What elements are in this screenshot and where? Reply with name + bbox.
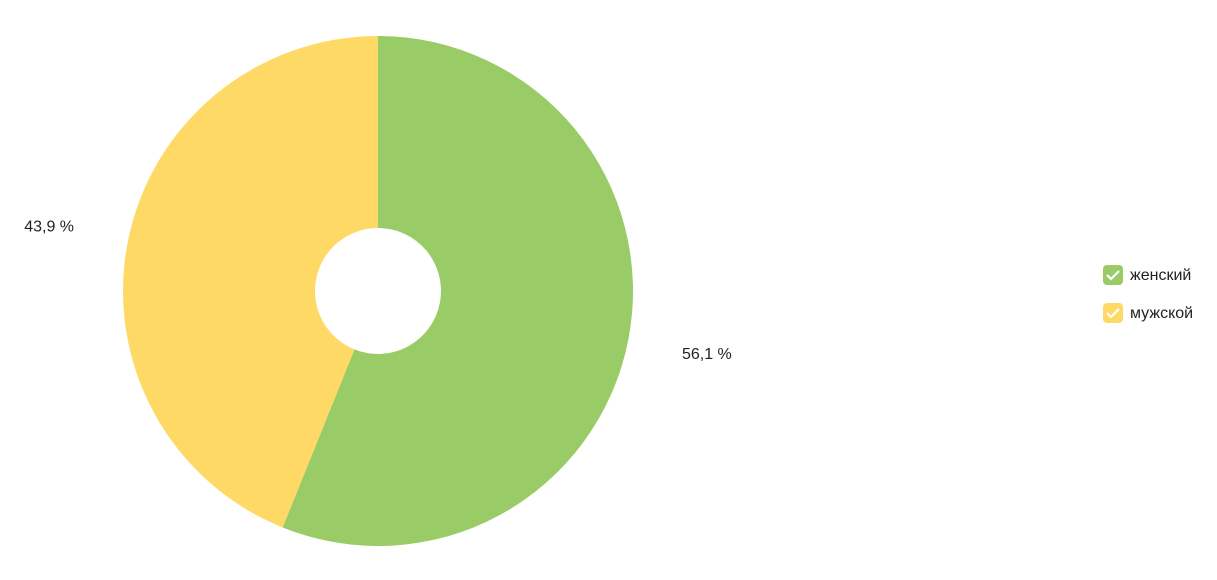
value-label: 43,9 % [24,218,74,235]
legend-label: мужской [1130,305,1193,322]
legend-checkbox [1103,265,1123,285]
legend-label: женский [1130,267,1191,284]
slice [122,36,378,528]
slice [282,36,633,546]
legend-item[interactable]: женский [1103,265,1191,285]
legend-item[interactable]: мужской [1103,303,1193,323]
check-icon [1106,270,1120,281]
value-label: 56,1 % [682,346,732,363]
legend-checkbox [1103,303,1123,323]
check-icon [1106,308,1120,319]
